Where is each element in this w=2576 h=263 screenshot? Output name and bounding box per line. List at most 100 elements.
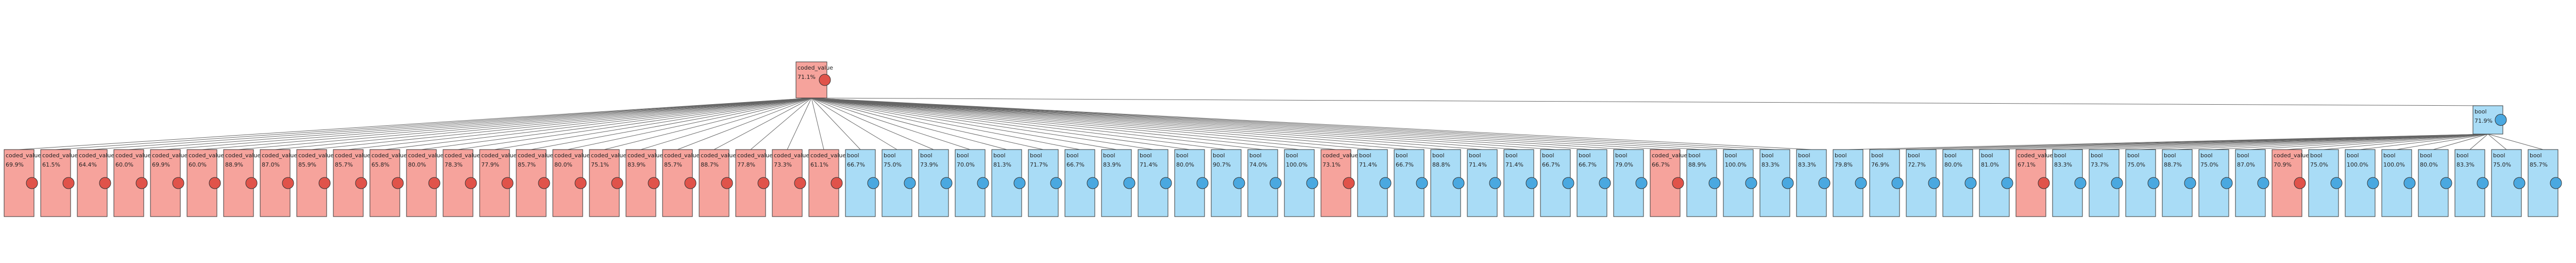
node-pie xyxy=(2001,177,2013,189)
node-class: bool xyxy=(1176,152,1189,159)
node-pie xyxy=(1233,177,1245,189)
node-pie xyxy=(2074,177,2087,189)
tree-node: coded_value 60.0% xyxy=(187,149,224,217)
node-class: bool xyxy=(2347,152,2359,159)
edge xyxy=(750,97,812,150)
node-pie xyxy=(1452,177,1465,189)
edge xyxy=(811,97,1336,150)
node-percent: 83.3% xyxy=(1798,161,1816,168)
node-percent: 66.7% xyxy=(1542,161,1560,168)
node-pie xyxy=(2221,177,2233,189)
tree-node: bool 66.7% xyxy=(1540,149,1574,217)
edge xyxy=(2250,134,2488,150)
node-pie xyxy=(1196,177,1209,189)
node-class: bool xyxy=(1030,152,1042,159)
node-pie xyxy=(245,177,258,189)
node-pie xyxy=(1087,177,1099,189)
edge xyxy=(55,97,812,150)
edge xyxy=(811,97,897,150)
node-class: coded_value xyxy=(664,152,700,159)
tree-node: bool 71.9% xyxy=(2472,105,2507,135)
node-percent: 75.0% xyxy=(2310,161,2328,168)
node-class: coded_value xyxy=(79,152,114,159)
node-class: bool xyxy=(1542,152,1554,159)
node-class: bool xyxy=(993,152,1006,159)
node-pie xyxy=(2403,177,2416,189)
tree-node: coded_value 70.9% xyxy=(2272,149,2309,217)
node-pie xyxy=(1855,177,1867,189)
edge xyxy=(811,97,1373,150)
edge xyxy=(165,97,812,150)
edge xyxy=(275,97,812,150)
node-percent: 87.0% xyxy=(262,161,280,168)
tree-node: bool 75.0% xyxy=(2198,149,2233,217)
node-class: bool xyxy=(2164,152,2176,159)
node-class: coded_value xyxy=(225,152,261,159)
tree-node: bool 80.0% xyxy=(2418,149,2452,217)
node-percent: 66.7% xyxy=(1579,161,1597,168)
edge xyxy=(811,97,1227,150)
node-pie xyxy=(1672,177,1684,189)
node-pie xyxy=(1818,177,1831,189)
node-pie xyxy=(26,177,38,189)
edge xyxy=(811,97,861,150)
node-class: coded_value xyxy=(408,152,444,159)
tree-node: coded_value 61.1% xyxy=(808,149,846,217)
edge xyxy=(19,97,812,150)
node-percent: 66.7% xyxy=(847,161,865,168)
node-percent: 65.8% xyxy=(371,161,389,168)
node-percent: 71.4% xyxy=(1505,161,1523,168)
node-percent: 79.8% xyxy=(1835,161,1853,168)
edge xyxy=(811,97,1666,150)
tree-node: bool 75.0% xyxy=(2491,149,2526,217)
node-pie xyxy=(977,177,989,189)
node-class: bool xyxy=(1213,152,1225,159)
tree-node: bool 85.7% xyxy=(2528,149,2562,217)
node-percent: 75.0% xyxy=(2493,161,2511,168)
edge xyxy=(787,97,812,150)
tree-node: bool 66.7% xyxy=(1064,149,1099,217)
edge xyxy=(531,97,812,150)
edge xyxy=(811,97,1007,150)
node-pie xyxy=(428,177,440,189)
edge xyxy=(2396,134,2488,150)
node-class: coded_value xyxy=(298,152,334,159)
edge xyxy=(811,97,1080,150)
node-pie xyxy=(574,177,587,189)
node-class: bool xyxy=(1396,152,1408,159)
node-percent: 70.9% xyxy=(2274,161,2292,168)
node-class: bool xyxy=(1761,152,1774,159)
node-percent: 73.9% xyxy=(920,161,938,168)
node-pie xyxy=(1635,177,1648,189)
node-pie xyxy=(465,177,477,189)
node-pie xyxy=(648,177,660,189)
tree-node: coded_value 88.9% xyxy=(223,149,261,217)
tree-node: bool 66.7% xyxy=(1577,149,1611,217)
tree-node: coded_value 87.0% xyxy=(260,149,297,217)
node-pie xyxy=(2184,177,2196,189)
node-pie xyxy=(2330,177,2343,189)
edge xyxy=(811,97,1190,150)
tree-node: bool 81.3% xyxy=(991,149,1026,217)
node-percent: 72.7% xyxy=(1908,161,1926,168)
tree-node: coded_value 78.3% xyxy=(443,149,480,217)
edge xyxy=(811,97,1702,150)
edge xyxy=(2487,134,2507,150)
tree-node: bool 83.3% xyxy=(1796,149,1831,217)
node-class: bool xyxy=(2310,152,2323,159)
edge xyxy=(811,97,1044,150)
edge xyxy=(811,97,1446,150)
node-pie xyxy=(684,177,697,189)
node-pie xyxy=(1562,177,1574,189)
tree-node: coded_value 88.7% xyxy=(699,149,736,217)
node-percent: 85.7% xyxy=(518,161,536,168)
node-class: bool xyxy=(2237,152,2249,159)
node-pie xyxy=(1343,177,1355,189)
tree-node: bool 100.0% xyxy=(1723,149,1757,217)
node-class: bool xyxy=(2091,152,2103,159)
node-class: coded_value xyxy=(774,152,809,159)
node-pie xyxy=(831,177,843,189)
node-pie xyxy=(99,177,111,189)
edge xyxy=(2213,134,2488,150)
node-class: bool xyxy=(2127,152,2140,159)
